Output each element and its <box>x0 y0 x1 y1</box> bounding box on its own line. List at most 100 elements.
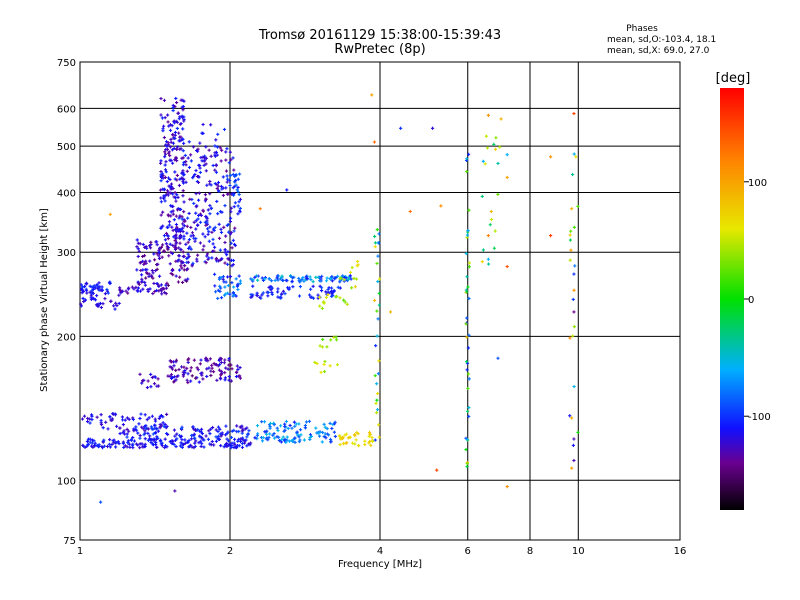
echo-point <box>245 432 250 436</box>
echo-point <box>202 156 207 160</box>
echo-point <box>175 173 179 177</box>
echo-point <box>372 140 377 144</box>
echo-point <box>185 378 189 382</box>
echo-point <box>166 120 170 124</box>
echo-point <box>188 245 192 249</box>
echo-point <box>121 441 125 445</box>
echo-point <box>182 268 186 272</box>
echo-point <box>140 379 145 383</box>
echo-point <box>176 280 181 284</box>
echo-point <box>147 274 151 278</box>
echo-point <box>238 374 242 378</box>
echo-point <box>155 427 159 431</box>
echo-point <box>231 193 236 197</box>
echo-point <box>174 199 178 203</box>
echo-point <box>235 188 239 192</box>
echo-point <box>276 274 280 278</box>
echo-point <box>136 247 140 251</box>
echo-point <box>352 276 356 281</box>
chart-title: Tromsø 20161129 15:38:00-15:39:43 <box>258 28 501 43</box>
echo-point <box>221 175 225 179</box>
echo-point <box>333 420 337 424</box>
echo-point <box>399 126 403 130</box>
echo-point <box>190 374 194 378</box>
echo-point <box>159 179 163 183</box>
echo-point <box>164 286 169 290</box>
echo-point <box>377 291 381 296</box>
echo-point <box>330 426 334 431</box>
echo-point <box>342 298 346 302</box>
echo-point <box>465 290 469 294</box>
echo-point <box>568 233 572 237</box>
echo-point <box>219 159 223 163</box>
echo-point <box>181 229 185 234</box>
echo-point <box>260 439 265 443</box>
echo-point <box>344 432 349 436</box>
echo-point <box>88 417 92 421</box>
echo-point <box>228 183 232 188</box>
echo-point <box>164 426 168 430</box>
echo-point <box>329 439 333 443</box>
echo-point <box>205 254 209 258</box>
echo-point <box>325 276 329 280</box>
echo-point <box>260 276 264 280</box>
echo-point <box>121 289 125 293</box>
echo-point <box>266 294 270 298</box>
echo-point <box>231 156 235 160</box>
echo-point <box>353 285 357 289</box>
echo-point <box>152 281 156 286</box>
echo-point <box>144 276 148 280</box>
echo-point <box>202 438 206 442</box>
echo-point <box>195 366 199 370</box>
echo-point <box>185 279 189 283</box>
echo-point <box>231 186 235 190</box>
echo-point <box>152 382 157 386</box>
echo-point <box>290 426 294 430</box>
echo-point <box>236 212 240 216</box>
echo-point <box>326 287 330 292</box>
echo-point <box>185 231 189 235</box>
echo-point <box>217 222 221 226</box>
echo-point <box>169 204 173 208</box>
echo-point <box>170 161 175 165</box>
echo-point <box>193 239 197 243</box>
echo-point <box>376 372 381 376</box>
echo-point <box>125 432 129 436</box>
echo-point <box>170 148 175 152</box>
echo-point <box>373 438 377 442</box>
echo-point <box>175 147 179 151</box>
echo-point <box>125 445 129 449</box>
echo-point <box>143 280 147 285</box>
echo-point <box>327 433 331 437</box>
echo-point <box>160 172 165 176</box>
y-tick-label: 300 <box>57 248 76 259</box>
echo-point <box>276 290 280 294</box>
echo-point <box>285 279 289 283</box>
echo-point <box>321 301 326 305</box>
echo-point <box>576 204 580 209</box>
echo-point <box>191 234 195 238</box>
echo-point <box>238 210 242 214</box>
echo-point <box>336 274 340 278</box>
echo-point <box>175 432 179 436</box>
echo-point <box>177 254 181 258</box>
echo-point <box>196 368 200 372</box>
echo-point <box>370 93 374 97</box>
echo-point <box>79 302 83 306</box>
echo-point <box>264 437 268 441</box>
echo-point <box>159 169 163 174</box>
echo-point <box>258 295 262 299</box>
echo-point <box>329 338 333 342</box>
echo-point <box>186 252 190 256</box>
echo-point <box>219 230 224 235</box>
echo-point <box>320 274 324 278</box>
echo-point <box>189 159 193 163</box>
echo-point <box>146 431 150 435</box>
echo-point <box>297 440 301 444</box>
echo-point <box>237 429 241 434</box>
echo-point <box>309 287 313 291</box>
echo-point <box>311 296 316 300</box>
echo-point <box>163 444 168 448</box>
echo-point <box>158 439 162 443</box>
echo-point <box>218 248 223 252</box>
